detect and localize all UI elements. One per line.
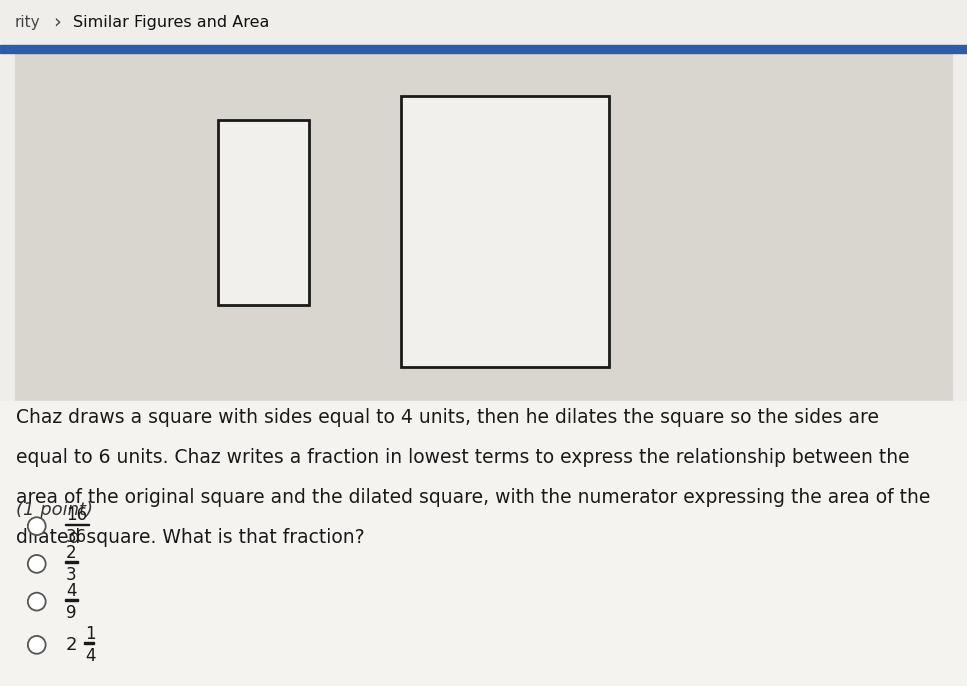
Text: equal to 6 units. Chaz writes a fraction in lowest terms to express the relation: equal to 6 units. Chaz writes a fraction… xyxy=(16,448,910,467)
Bar xyxy=(84,642,94,644)
Bar xyxy=(401,96,609,367)
Ellipse shape xyxy=(28,517,45,535)
Bar xyxy=(0,401,967,686)
Bar xyxy=(15,45,952,401)
Text: rity: rity xyxy=(15,15,40,29)
Text: 9: 9 xyxy=(66,604,76,622)
Text: area of the original square and the dilated square, with the numerator expressin: area of the original square and the dila… xyxy=(16,488,931,507)
Ellipse shape xyxy=(28,555,45,573)
Ellipse shape xyxy=(28,636,45,654)
Text: 4: 4 xyxy=(66,582,76,600)
Text: 1: 1 xyxy=(85,625,96,643)
Text: 16: 16 xyxy=(66,506,87,524)
Bar xyxy=(0,0,967,45)
Bar xyxy=(218,120,309,305)
Text: Similar Figures and Area: Similar Figures and Area xyxy=(73,15,269,29)
Text: 2: 2 xyxy=(66,636,77,654)
Bar xyxy=(65,523,89,525)
Text: 36: 36 xyxy=(66,528,87,546)
Bar xyxy=(65,561,78,563)
Text: 3: 3 xyxy=(66,566,76,584)
Text: 4: 4 xyxy=(85,647,96,665)
Text: Chaz draws a square with sides equal to 4 units, then he dilates the square so t: Chaz draws a square with sides equal to … xyxy=(16,408,879,427)
Ellipse shape xyxy=(28,593,45,611)
Text: dilated square. What is that fraction?: dilated square. What is that fraction? xyxy=(16,528,366,547)
Text: (1 point): (1 point) xyxy=(16,501,94,519)
Text: 2: 2 xyxy=(66,544,76,562)
Text: ›: › xyxy=(53,13,61,32)
Bar xyxy=(65,599,78,601)
Bar xyxy=(0,45,967,53)
